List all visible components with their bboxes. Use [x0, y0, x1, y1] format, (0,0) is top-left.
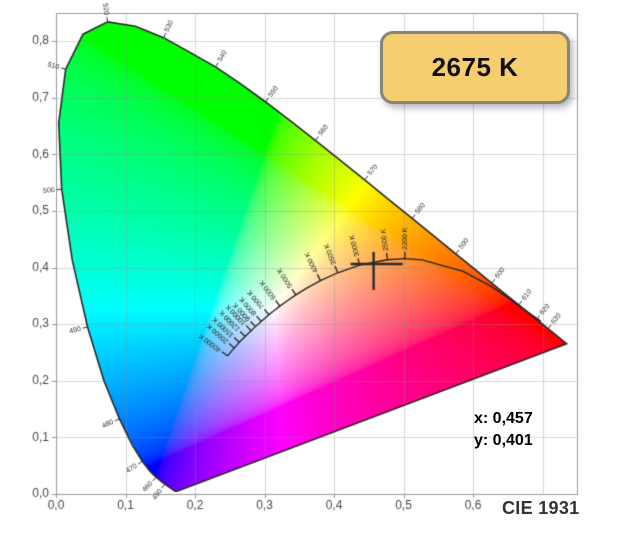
xy-readout: x: 0,457 y: 0,401: [474, 408, 533, 452]
readout-y: y: 0,401: [474, 432, 533, 449]
diagram-title: CIE 1931: [502, 498, 580, 518]
readout-x: x: 0,457: [474, 410, 533, 427]
cct-badge-label: 2675 K: [431, 52, 519, 82]
cct-badge: 2675 K: [380, 31, 570, 104]
